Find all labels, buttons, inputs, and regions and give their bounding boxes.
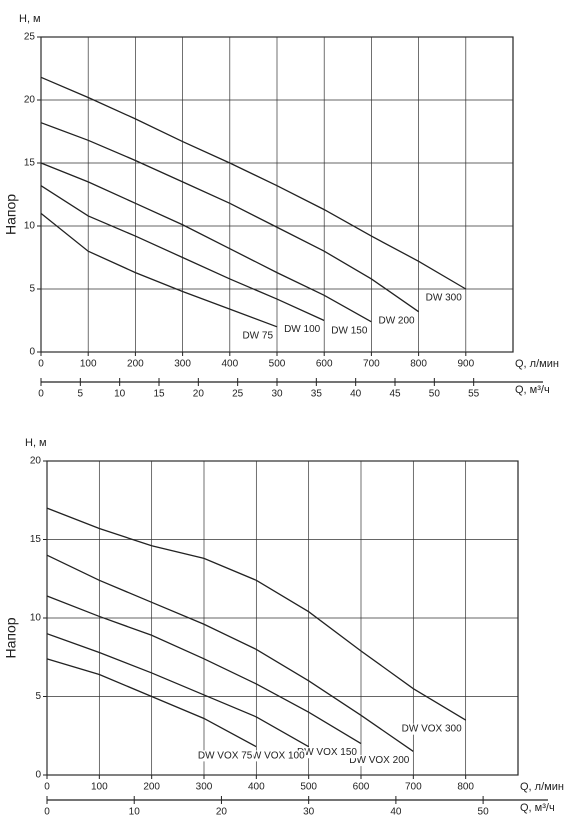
x2-label: Q, м³/ч (520, 802, 555, 814)
y-tick-label: 5 (29, 284, 35, 295)
curve (46, 595, 362, 745)
y-tick-label: 10 (30, 613, 42, 624)
x-tick-label: 800 (410, 359, 427, 370)
label-bg (295, 747, 359, 759)
label-bg (400, 723, 464, 735)
label-bg (243, 750, 307, 762)
x-tick-label: 300 (196, 782, 213, 793)
curve (40, 122, 419, 313)
curve-label: DW 75 (242, 330, 273, 341)
x-tick-label: 200 (143, 782, 160, 793)
curve (46, 633, 309, 748)
x-tick-label: 500 (269, 359, 286, 370)
x2-tick-label: 0 (44, 807, 50, 818)
curve-label: DW 150 (331, 325, 368, 336)
x-label: Q, л/мин (520, 781, 564, 793)
x2-tick-label: 25 (232, 389, 244, 400)
label-bg (241, 330, 275, 342)
y-tick-label: 5 (35, 691, 41, 702)
label-bg (283, 324, 322, 336)
label-bg (377, 315, 417, 327)
curve (46, 658, 257, 748)
curve-label: DW VOX 300 (402, 724, 462, 735)
curve (40, 212, 278, 328)
x2-tick-label: 35 (311, 389, 323, 400)
y-tick-label: 0 (35, 770, 41, 781)
x-tick-label: 800 (457, 782, 474, 793)
y-tick-label: 15 (24, 158, 36, 169)
x-tick-label: 400 (221, 359, 238, 370)
x-label: Q, л/мин (515, 358, 559, 370)
curve-label: DW VOX 100 (245, 750, 305, 761)
y-tick-label: 20 (30, 456, 42, 467)
x-tick-label: 600 (353, 782, 370, 793)
y-label-top: H, м (19, 13, 41, 25)
label-bg (424, 292, 464, 304)
x2-tick-label: 55 (468, 389, 480, 400)
y-label: Напор (3, 617, 19, 658)
x-tick-label: 700 (363, 359, 380, 370)
curve (40, 162, 372, 323)
x2-tick-label: 20 (193, 389, 205, 400)
y-label-top: H, м (25, 437, 47, 449)
x2-tick-label: 20 (216, 807, 228, 818)
x2-tick-label: 0 (38, 389, 44, 400)
y-tick-label: 25 (24, 32, 36, 43)
x2-tick-label: 50 (429, 389, 441, 400)
curve (40, 185, 325, 322)
label-bg (196, 750, 254, 762)
label-bg (330, 325, 369, 337)
x-tick-label: 100 (80, 359, 97, 370)
x-tick-label: 100 (91, 782, 108, 793)
x-tick-label: 600 (316, 359, 333, 370)
y-tick-label: 15 (30, 534, 42, 545)
x-tick-label: 400 (248, 782, 265, 793)
curve-label: DW VOX 75 (198, 750, 253, 761)
y-label: Напор (3, 194, 19, 235)
x2-tick-label: 15 (153, 389, 165, 400)
curve-label: DW VOX 200 (349, 755, 409, 766)
x2-tick-label: 30 (303, 807, 315, 818)
x2-tick-label: 50 (478, 807, 490, 818)
x2-tick-label: 40 (350, 389, 362, 400)
curve-label: DW 100 (284, 324, 321, 335)
curve-label: DW 300 (426, 293, 463, 304)
x2-label: Q, м³/ч (515, 384, 550, 396)
curve (46, 507, 467, 721)
y-tick-label: 0 (29, 347, 35, 358)
x2-tick-label: 30 (271, 389, 283, 400)
curve-label: DW VOX 150 (297, 747, 357, 758)
x-tick-label: 0 (44, 782, 50, 793)
curve (40, 76, 467, 290)
x2-tick-label: 10 (114, 389, 126, 400)
y-tick-label: 10 (24, 221, 36, 232)
x-tick-label: 500 (300, 782, 317, 793)
x-tick-label: 700 (405, 782, 422, 793)
x2-tick-label: 5 (78, 389, 84, 400)
x-tick-label: 300 (174, 359, 191, 370)
x-tick-label: 900 (457, 359, 474, 370)
x2-tick-label: 10 (129, 807, 141, 818)
curve-label: DW 200 (378, 315, 415, 326)
x2-tick-label: 40 (390, 807, 402, 818)
y-tick-label: 20 (24, 95, 36, 106)
curve (46, 554, 414, 752)
x-tick-label: 200 (127, 359, 144, 370)
label-bg (348, 755, 411, 767)
x2-tick-label: 45 (389, 389, 401, 400)
x-tick-label: 0 (38, 359, 44, 370)
